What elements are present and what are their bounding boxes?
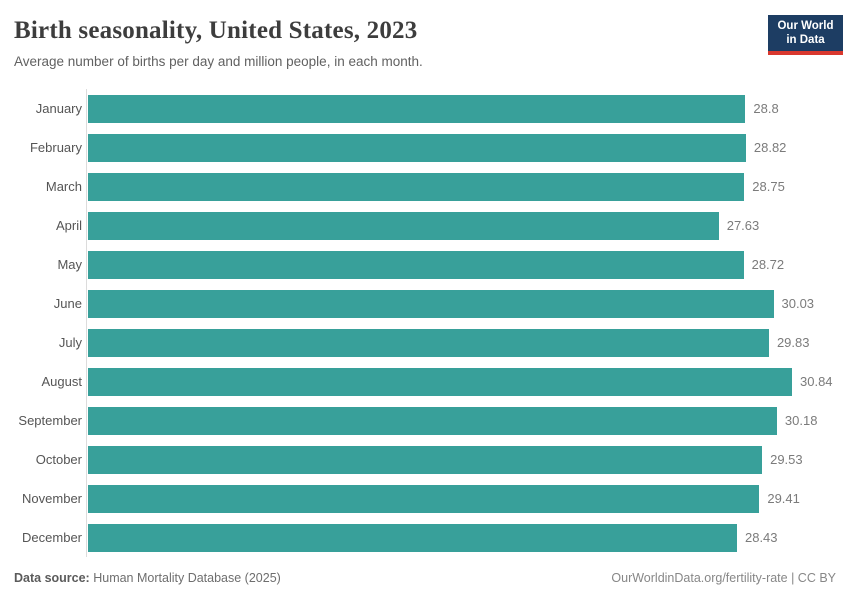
owid-logo-line1: Our World (777, 20, 834, 32)
data-source-label: Data source: (14, 571, 90, 585)
value-label: 29.83 (776, 335, 810, 350)
value-label: 27.63 (726, 218, 760, 233)
data-source-value: Human Mortality Database (2025) (93, 571, 281, 585)
bar-december[interactable] (88, 523, 737, 552)
value-label: 28.72 (751, 257, 785, 272)
category-label: September (18, 413, 82, 428)
value-label: 29.53 (770, 452, 803, 467)
bar-november[interactable] (88, 484, 760, 513)
bar-chart: January 28.8 February 28.82 March 28.75 April 2… (14, 89, 836, 557)
bar-march[interactable] (88, 172, 745, 201)
chart-row: July 29.83 (14, 323, 836, 362)
category-label: March (45, 179, 82, 194)
category-label: October (35, 452, 82, 467)
bar-track: 30.03 (86, 284, 836, 323)
value-label: 30.84 (800, 374, 833, 389)
chart-row: January 28.8 (14, 89, 836, 128)
value-label: 28.82 (753, 140, 787, 155)
bar-track: 27.63 (86, 206, 836, 245)
bar-track: 28.82 (86, 128, 836, 167)
category-label: May (57, 257, 82, 272)
value-label: 30.03 (781, 296, 815, 311)
category-label: January (35, 101, 82, 116)
category-label: July (58, 335, 82, 350)
chart-subtitle: Average number of births per day and mil… (14, 54, 423, 69)
chart-row: December 28.43 (14, 518, 836, 557)
chart-rows: January 28.8 February 28.82 March 28.75 April 2… (14, 89, 836, 557)
value-label: 29.41 (767, 491, 800, 506)
bar-track: 28.8 (86, 89, 836, 128)
bar-june[interactable] (88, 289, 774, 318)
bar-track: 30.18 (86, 401, 836, 440)
bar-track: 28.75 (86, 167, 836, 206)
chart-row: March 28.75 (14, 167, 836, 206)
category-label: April (55, 218, 82, 233)
owid-logo[interactable]: Our World in Data (768, 15, 843, 55)
value-label: 28.8 (753, 101, 779, 116)
value-label: 28.75 (752, 179, 785, 194)
bar-august[interactable] (88, 367, 792, 396)
value-label: 28.43 (744, 530, 778, 545)
category-label: February (29, 140, 82, 155)
chart-row: August 30.84 (14, 362, 836, 401)
bar-april[interactable] (88, 211, 719, 240)
bar-track: 28.72 (86, 245, 836, 284)
chart-row: April 27.63 (14, 206, 836, 245)
bar-october[interactable] (88, 445, 763, 474)
bar-track: 29.41 (86, 479, 836, 518)
chart-row: November 29.41 (14, 479, 836, 518)
footer: Data source: Human Mortality Database (2… (14, 571, 836, 585)
bar-track: 30.84 (86, 362, 836, 401)
chart-row: June 30.03 (14, 284, 836, 323)
chart-row: February 28.82 (14, 128, 836, 167)
bar-track: 29.53 (86, 440, 836, 479)
data-source: Data source: Human Mortality Database (2… (14, 571, 281, 585)
category-label: August (41, 374, 82, 389)
bar-february[interactable] (88, 133, 746, 162)
value-label: 30.18 (784, 413, 818, 428)
category-label: June (53, 296, 82, 311)
bar-track: 28.43 (86, 518, 836, 557)
bar-may[interactable] (88, 250, 744, 279)
chart-row: September 30.18 (14, 401, 836, 440)
owid-logo-line2: in Data (786, 33, 825, 46)
chart-row: May 28.72 (14, 245, 836, 284)
category-label: December (22, 530, 82, 545)
category-label: November (22, 491, 82, 506)
bar-july[interactable] (88, 328, 769, 357)
bar-january[interactable] (88, 94, 746, 123)
chart-title: Birth seasonality, United States, 2023 (14, 17, 418, 44)
attribution-link[interactable]: OurWorldinData.org/fertility-rate | CC B… (611, 571, 836, 585)
bar-track: 29.83 (86, 323, 836, 362)
bar-september[interactable] (88, 406, 777, 435)
header: Birth seasonality, United States, 2023 A… (14, 15, 843, 70)
chart-row: October 29.53 (14, 440, 836, 479)
